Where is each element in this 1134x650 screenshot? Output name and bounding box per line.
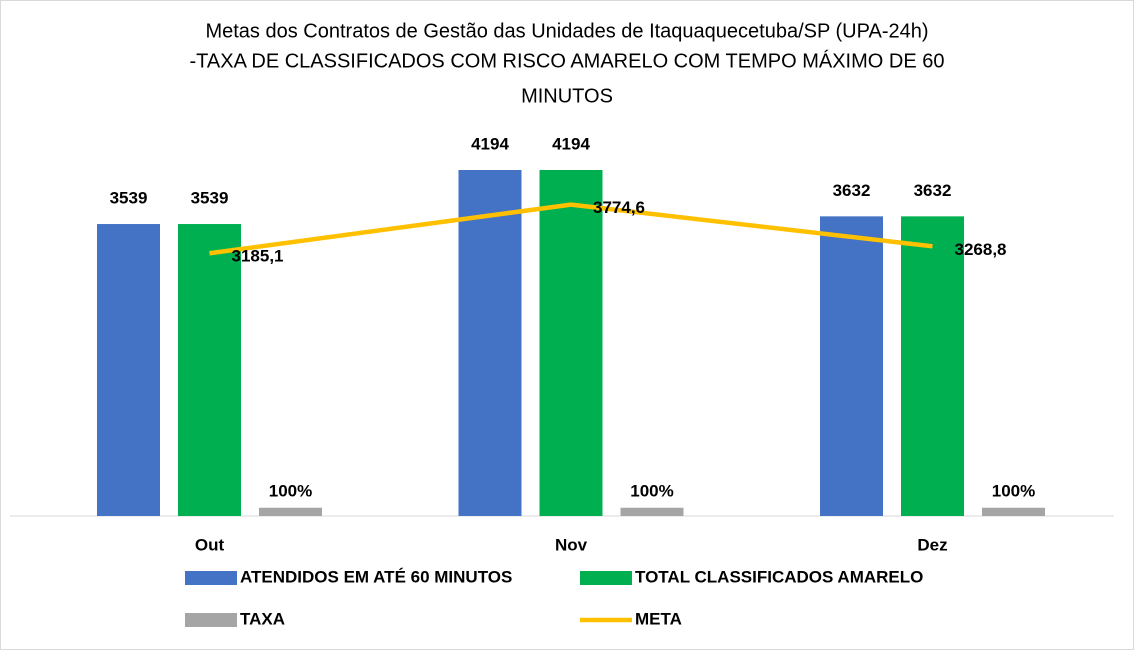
bar xyxy=(820,216,883,517)
line xyxy=(209,202,933,256)
data-label: 3185,1 xyxy=(232,247,284,266)
data-label: 3632 xyxy=(914,181,952,200)
data-label: 4194 xyxy=(552,134,590,153)
legend-swatch xyxy=(185,571,237,585)
legend-label: TOTAL CLASSIFICADOS AMARELO xyxy=(635,567,923,586)
data-label: 3774,6 xyxy=(593,198,645,217)
data-label: 4194 xyxy=(471,134,509,153)
bar xyxy=(620,507,684,516)
bar xyxy=(259,507,322,516)
bar xyxy=(901,216,964,517)
data-label: 3539 xyxy=(191,189,229,208)
chart-title: Metas dos Contratos de Gestão das Unidad… xyxy=(205,20,928,42)
bar xyxy=(539,169,603,516)
data-label: 3632 xyxy=(833,181,871,200)
x-tick-label: Nov xyxy=(555,535,588,554)
data-label: 3268,8 xyxy=(955,240,1007,259)
legend-label: ATENDIDOS EM ATÉ 60 MINUTOS xyxy=(240,567,512,586)
bar xyxy=(458,169,522,516)
bar xyxy=(982,507,1045,516)
x-tick-label: Out xyxy=(195,535,225,554)
legend-label: TAXA xyxy=(240,609,285,628)
bar xyxy=(97,224,160,516)
data-label: 100% xyxy=(269,481,312,500)
legend-swatch xyxy=(580,571,632,585)
bar xyxy=(178,224,241,516)
data-label: 100% xyxy=(630,481,673,500)
x-tick-label: Dez xyxy=(917,535,947,554)
chart-title: -TAXA DE CLASSIFICADOS COM RISCO AMARELO… xyxy=(190,49,945,72)
legend-swatch xyxy=(185,613,237,627)
legend-label: META xyxy=(635,609,682,628)
data-label: 100% xyxy=(992,481,1035,500)
data-label: 3539 xyxy=(110,189,148,208)
chart-title: MINUTOS xyxy=(521,85,613,107)
